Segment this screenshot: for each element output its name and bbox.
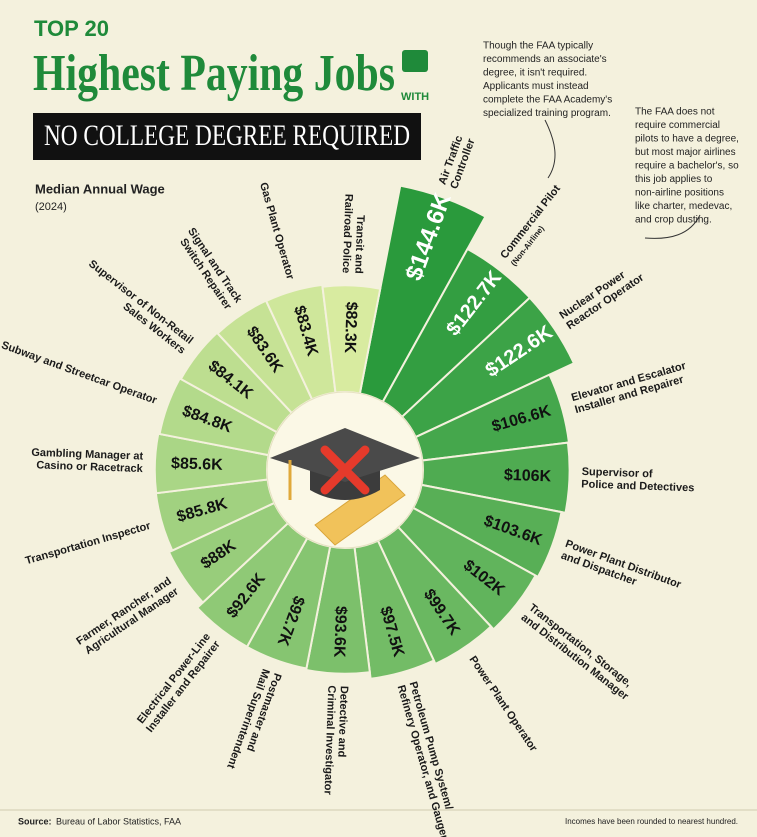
category-line: Installer and Repairer bbox=[144, 638, 223, 735]
annotation: The FAA does not bbox=[635, 107, 715, 118]
category-label: Petroleum Pump System/Refinery Operator,… bbox=[395, 680, 455, 837]
category-line: Criminal Investigator bbox=[321, 685, 337, 795]
category-line: Power Plant Operator bbox=[466, 654, 539, 755]
category-line: Transit and bbox=[352, 215, 366, 274]
annotation: and crop dusting. bbox=[635, 215, 712, 226]
annotation: degree, it isn't required. bbox=[483, 68, 587, 79]
category-line: Farmer, Rancher, and bbox=[74, 575, 173, 648]
annotation: Applicants must instead bbox=[483, 81, 589, 92]
category-line: Commercial Pilot bbox=[498, 183, 563, 261]
value-label: $106K bbox=[504, 467, 552, 486]
source: Bureau of Labor Statistics, FAA bbox=[56, 816, 181, 826]
category-label: Subway and Streetcar Operator bbox=[0, 339, 159, 407]
annotation-arrow bbox=[544, 119, 556, 179]
category-line: Gas Plant Operator bbox=[257, 181, 296, 281]
category-line: Electrical Power-Line bbox=[135, 631, 213, 726]
category-line: Transportation Inspector bbox=[24, 520, 153, 567]
category-label: Commercial Pilot(Non-Airline) bbox=[498, 183, 563, 268]
note: Incomes have been rounded to nearest hun… bbox=[565, 817, 738, 826]
annotation: pilots to have a degree, bbox=[635, 134, 739, 145]
category-label: Transportation, Storage,and Distribution… bbox=[519, 602, 634, 704]
kicker: TOP 20 bbox=[34, 16, 109, 41]
annotation: but most major airlines bbox=[635, 147, 736, 158]
annotation-arrow bbox=[644, 214, 701, 239]
value-title: Median Annual Wage bbox=[35, 181, 165, 196]
subtitle-bar bbox=[33, 113, 421, 160]
annotation: non-airline positions bbox=[635, 188, 724, 199]
category-line: Subway and Streetcar Operator bbox=[0, 339, 159, 407]
chart-title: Highest Paying Jobs bbox=[33, 45, 395, 102]
annotation: this job applies to bbox=[635, 174, 713, 185]
category-line: Transportation, Storage, bbox=[526, 602, 634, 690]
cap-board bbox=[270, 428, 420, 482]
annotation: complete the FAA Academy's bbox=[483, 95, 612, 106]
category-label: Gas Plant Operator bbox=[257, 181, 296, 281]
category-line: Gambling Manager at bbox=[31, 447, 144, 463]
annotation: specialized training program. bbox=[483, 108, 611, 119]
annotation: require commercial bbox=[635, 120, 720, 131]
annotation: require a bachelor's, so bbox=[635, 161, 739, 172]
annotation: Though the FAA typically bbox=[483, 41, 593, 52]
value-subtitle: (2024) bbox=[35, 201, 67, 213]
category-line: Detective and bbox=[335, 686, 349, 758]
category-line: Police and Detectives bbox=[581, 478, 694, 494]
value-label: $82.3K bbox=[341, 301, 360, 354]
value-label: $85.6K bbox=[171, 455, 224, 474]
subtitle: NO COLLEGE DEGREE REQUIRED bbox=[44, 119, 410, 152]
title-with: WITH bbox=[401, 91, 429, 103]
source-label: Source: bbox=[18, 816, 52, 826]
category-line: Supervisor of bbox=[581, 466, 653, 480]
category-label: Transportation Inspector bbox=[24, 520, 153, 567]
annotation: like charter, medevac, bbox=[635, 201, 732, 212]
cross bbox=[320, 445, 370, 495]
category-line: and Distribution Manager bbox=[519, 612, 631, 704]
category-label: Power Plant Operator bbox=[466, 654, 539, 755]
category-line: Supervisor of Non-Retail bbox=[86, 258, 195, 347]
value-label: $93.6K bbox=[330, 606, 349, 659]
category-line: Railroad Police bbox=[340, 194, 355, 274]
bars bbox=[153, 184, 576, 680]
category-line: Casino or Racetrack bbox=[36, 459, 144, 475]
wallet-icon bbox=[402, 50, 428, 72]
annotation: recommends an associate's bbox=[483, 54, 607, 65]
